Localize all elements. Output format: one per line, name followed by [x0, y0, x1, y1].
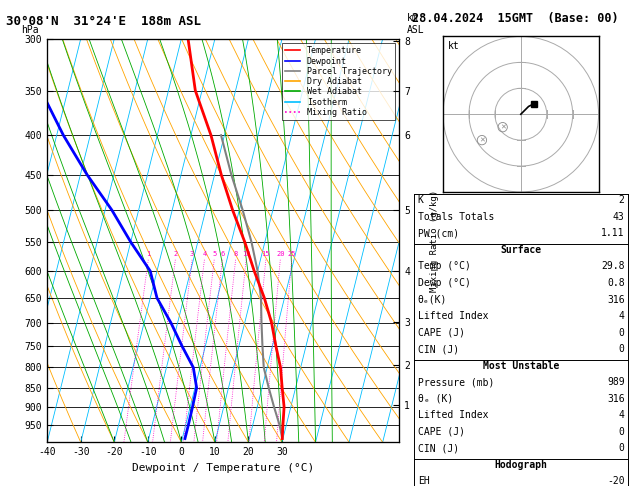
Text: 20: 20	[276, 250, 284, 257]
Text: 0: 0	[619, 328, 625, 338]
Text: km
ASL: km ASL	[406, 13, 424, 35]
Text: ✕: ✕	[479, 137, 485, 143]
Text: Mixing Ratio (g/kg): Mixing Ratio (g/kg)	[430, 190, 439, 292]
Text: Dewp (°C): Dewp (°C)	[418, 278, 470, 288]
Text: 4: 4	[619, 311, 625, 321]
Text: PW (cm): PW (cm)	[418, 228, 459, 239]
Text: Temp (°C): Temp (°C)	[418, 261, 470, 272]
Text: K: K	[418, 195, 423, 206]
Text: 43: 43	[613, 212, 625, 222]
Text: 5: 5	[212, 250, 216, 257]
Text: 316: 316	[607, 295, 625, 305]
Text: 2: 2	[619, 195, 625, 206]
Text: hPa: hPa	[21, 25, 38, 35]
Text: Totals Totals: Totals Totals	[418, 212, 494, 222]
Text: Hodograph: Hodograph	[494, 460, 547, 470]
Text: 8: 8	[233, 250, 238, 257]
Text: 0: 0	[619, 443, 625, 453]
Text: ✕: ✕	[499, 124, 506, 130]
Text: Surface: Surface	[500, 245, 542, 255]
Text: 4: 4	[619, 410, 625, 420]
Text: 316: 316	[607, 394, 625, 404]
Legend: Temperature, Dewpoint, Parcel Trajectory, Dry Adiabat, Wet Adiabat, Isotherm, Mi: Temperature, Dewpoint, Parcel Trajectory…	[282, 43, 395, 120]
Text: 15: 15	[262, 250, 270, 257]
Text: 30°08'N  31°24'E  188m ASL: 30°08'N 31°24'E 188m ASL	[6, 15, 201, 28]
Text: EH: EH	[418, 476, 430, 486]
Text: Lifted Index: Lifted Index	[418, 311, 488, 321]
Text: 6: 6	[220, 250, 225, 257]
Text: CAPE (J): CAPE (J)	[418, 427, 465, 437]
Text: 1.11: 1.11	[601, 228, 625, 239]
Text: 3: 3	[190, 250, 194, 257]
Text: 10: 10	[242, 250, 250, 257]
Text: Pressure (mb): Pressure (mb)	[418, 377, 494, 387]
Text: Most Unstable: Most Unstable	[482, 361, 559, 371]
Text: 28.04.2024  15GMT  (Base: 00): 28.04.2024 15GMT (Base: 00)	[412, 12, 618, 25]
Text: 0: 0	[619, 427, 625, 437]
Text: CAPE (J): CAPE (J)	[418, 328, 465, 338]
Text: 0: 0	[619, 344, 625, 354]
Text: 29.8: 29.8	[601, 261, 625, 272]
Text: kt: kt	[448, 41, 459, 51]
Text: 1: 1	[146, 250, 150, 257]
X-axis label: Dewpoint / Temperature (°C): Dewpoint / Temperature (°C)	[132, 463, 314, 473]
Text: CIN (J): CIN (J)	[418, 344, 459, 354]
Text: 989: 989	[607, 377, 625, 387]
Text: -20: -20	[607, 476, 625, 486]
Text: 0.8: 0.8	[607, 278, 625, 288]
Text: θₑ (K): θₑ (K)	[418, 394, 453, 404]
Text: Lifted Index: Lifted Index	[418, 410, 488, 420]
Text: 2: 2	[173, 250, 177, 257]
Text: 25: 25	[287, 250, 296, 257]
Text: θₑ(K): θₑ(K)	[418, 295, 447, 305]
Text: CIN (J): CIN (J)	[418, 443, 459, 453]
Text: 4: 4	[203, 250, 206, 257]
